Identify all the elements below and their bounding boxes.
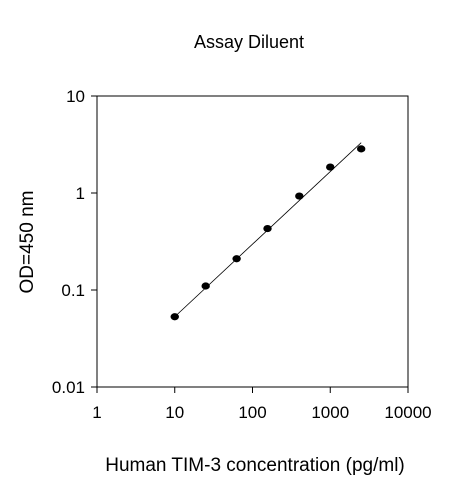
y-axis-title: OD=450 nm [17,191,38,294]
data-points [170,145,366,321]
x-tick-label: 1 [92,403,101,422]
data-point [201,282,210,290]
data-point [326,163,335,171]
plot-frame [96,95,409,388]
x-axis-title: Human TIM-3 concentration (pg/ml) [105,455,405,476]
x-tick-label: 10 [165,403,184,422]
data-point [170,313,179,321]
chart-title: Assay Diluent [194,32,304,52]
y-tick-label: 0.01 [52,378,85,397]
data-point [356,145,366,153]
data-point [295,192,304,200]
x-tick-label: 1000 [311,403,349,422]
y-tick-label: 0.1 [61,281,85,300]
x-axis-ticks: 1 10 100 1000 10000 [92,387,432,422]
x-tick-label: 100 [238,403,266,422]
x-tick-label: 10000 [384,403,431,422]
y-axis-ticks: 0.01 0.1 1 10 [52,87,97,397]
data-point [232,255,241,263]
y-tick-label: 10 [66,87,85,106]
y-tick-label: 1 [76,184,85,203]
data-point [263,224,272,233]
